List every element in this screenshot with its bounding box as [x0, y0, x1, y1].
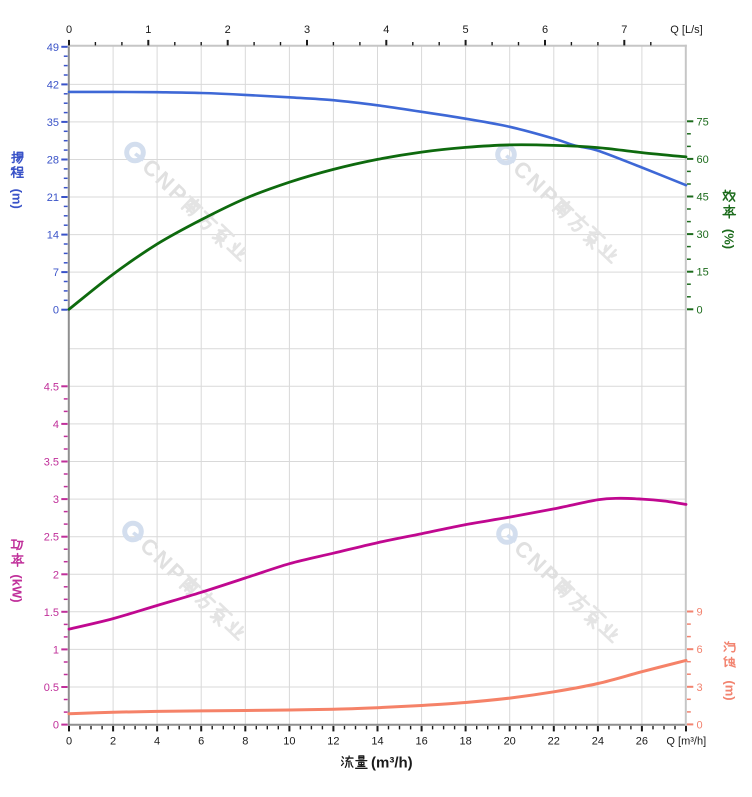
- svg-text:3: 3: [304, 24, 310, 36]
- svg-text:18: 18: [459, 736, 471, 748]
- svg-text:7: 7: [53, 267, 59, 279]
- svg-text:0: 0: [53, 720, 59, 732]
- svg-text:2: 2: [53, 569, 59, 581]
- svg-text:(%): (%): [721, 229, 736, 249]
- svg-text:26: 26: [636, 736, 648, 748]
- svg-text:3: 3: [53, 494, 59, 506]
- svg-text:3: 3: [697, 682, 703, 694]
- svg-text:1: 1: [145, 24, 151, 36]
- svg-text:(m): (m): [10, 189, 25, 209]
- svg-text:1: 1: [53, 644, 59, 656]
- svg-text:Q [m³/h]: Q [m³/h]: [666, 736, 706, 748]
- svg-text:4: 4: [53, 419, 59, 431]
- svg-text:10: 10: [283, 736, 295, 748]
- svg-text:4: 4: [383, 24, 389, 36]
- svg-text:28: 28: [47, 155, 59, 167]
- svg-text:0: 0: [697, 304, 703, 316]
- svg-text:35: 35: [47, 117, 59, 129]
- svg-text:(m): (m): [723, 680, 738, 700]
- svg-text:16: 16: [415, 736, 427, 748]
- svg-text:4: 4: [154, 736, 160, 748]
- svg-text:30: 30: [697, 229, 709, 241]
- svg-text:24: 24: [592, 736, 604, 748]
- svg-text:22: 22: [548, 736, 560, 748]
- svg-text:12: 12: [327, 736, 339, 748]
- svg-text:3.5: 3.5: [44, 457, 59, 469]
- svg-text:6: 6: [198, 736, 204, 748]
- svg-text:0.5: 0.5: [44, 682, 59, 694]
- svg-text:5: 5: [463, 24, 469, 36]
- svg-text:2: 2: [110, 736, 116, 748]
- svg-text:14: 14: [371, 736, 383, 748]
- svg-text:14: 14: [47, 230, 59, 242]
- svg-text:49: 49: [47, 42, 59, 54]
- svg-text:0: 0: [53, 305, 59, 317]
- svg-text:6: 6: [542, 24, 548, 36]
- svg-text:0: 0: [66, 24, 72, 36]
- svg-text:20: 20: [504, 736, 516, 748]
- svg-text:7: 7: [621, 24, 627, 36]
- svg-text:2.5: 2.5: [44, 532, 59, 544]
- svg-text:0: 0: [66, 736, 72, 748]
- svg-text:1.5: 1.5: [44, 607, 59, 619]
- svg-text:75: 75: [697, 116, 709, 128]
- svg-text:42: 42: [47, 79, 59, 91]
- svg-text:(m³/h): (m³/h): [371, 754, 413, 771]
- svg-text:Q [L/s]: Q [L/s]: [670, 24, 702, 36]
- svg-text:9: 9: [697, 607, 703, 619]
- svg-text:15: 15: [697, 267, 709, 279]
- svg-text:2: 2: [225, 24, 231, 36]
- svg-text:60: 60: [697, 154, 709, 166]
- svg-text:4.5: 4.5: [44, 381, 59, 393]
- svg-text:8: 8: [242, 736, 248, 748]
- svg-text:0: 0: [697, 719, 703, 731]
- svg-text:(kW): (kW): [10, 574, 25, 602]
- svg-text:6: 6: [697, 644, 703, 656]
- svg-text:21: 21: [47, 192, 59, 204]
- svg-text:45: 45: [697, 192, 709, 204]
